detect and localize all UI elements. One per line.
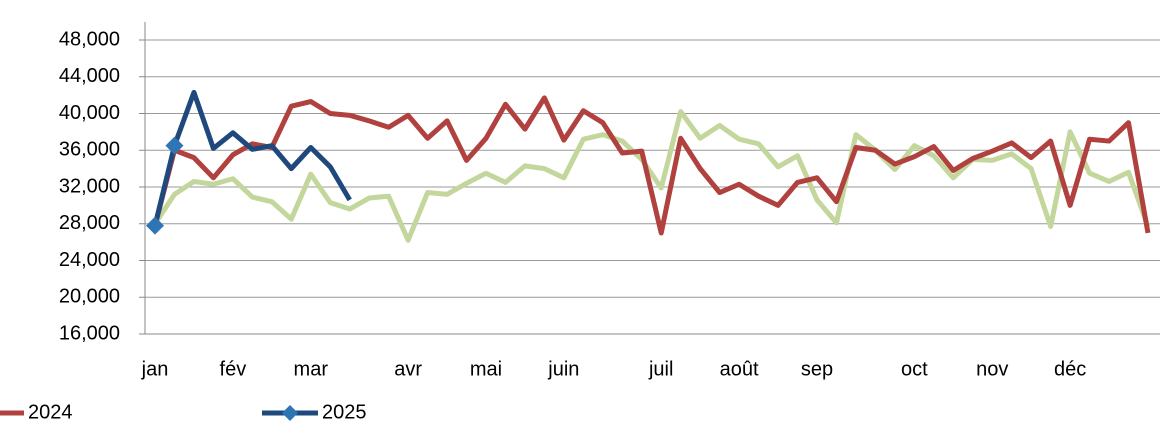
x-tick-label: sep bbox=[801, 358, 833, 380]
x-tick-label: mai bbox=[470, 358, 502, 380]
y-tick-label: 20,000 bbox=[59, 286, 120, 308]
x-tick-label: juil bbox=[648, 358, 673, 380]
x-tick-label: déc bbox=[1054, 358, 1086, 380]
series-line bbox=[152, 95, 1151, 236]
x-tick-label: août bbox=[720, 358, 759, 380]
x-tick-label: fév bbox=[220, 358, 247, 380]
y-tick-label: 24,000 bbox=[59, 249, 120, 271]
x-tick-label: jan bbox=[141, 358, 169, 380]
legend-label: 2025 bbox=[322, 401, 367, 423]
series-line bbox=[152, 89, 352, 227]
y-tick-label: 32,000 bbox=[59, 175, 120, 197]
series-line bbox=[152, 109, 1151, 243]
y-tick-label: 48,000 bbox=[59, 28, 120, 50]
x-tick-label: juin bbox=[547, 358, 579, 380]
marker bbox=[146, 216, 164, 235]
legend-label: 2024 bbox=[28, 401, 73, 423]
x-tick-label: oct bbox=[901, 358, 928, 380]
y-tick-label: 40,000 bbox=[59, 102, 120, 124]
x-tick-label: nov bbox=[976, 358, 1008, 380]
marker bbox=[165, 136, 184, 155]
y-tick-label: 16,000 bbox=[59, 322, 120, 344]
y-tick-label: 28,000 bbox=[59, 212, 120, 234]
x-tick-label: avr bbox=[394, 358, 422, 380]
y-tick-label: 44,000 bbox=[59, 65, 120, 87]
legend-marker bbox=[282, 405, 298, 421]
y-tick-label: 36,000 bbox=[59, 139, 120, 161]
x-tick-label: mar bbox=[294, 358, 329, 380]
